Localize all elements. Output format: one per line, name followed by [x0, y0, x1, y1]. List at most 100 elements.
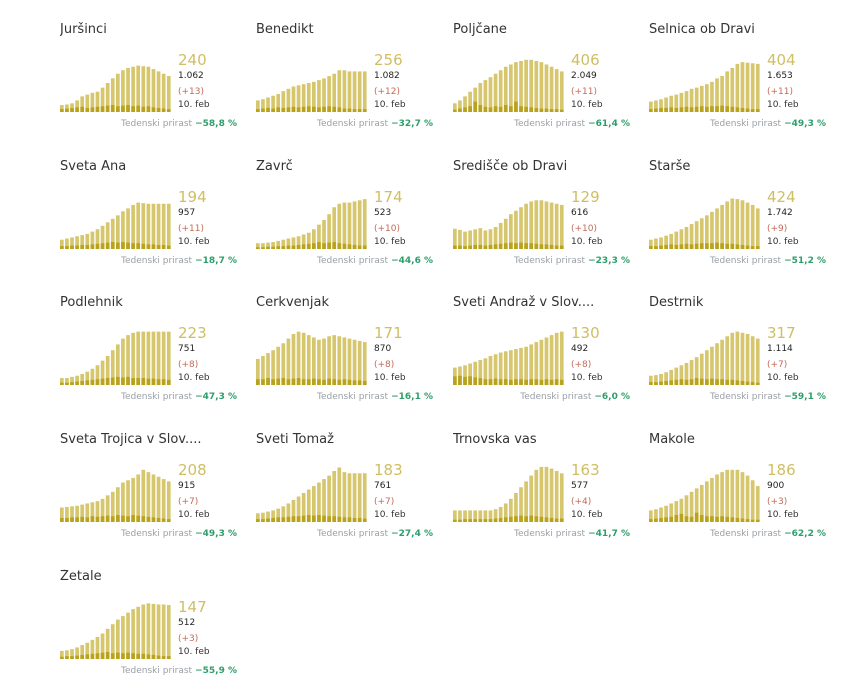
- bar-new: [131, 106, 135, 112]
- bar-active: [750, 204, 755, 249]
- bar-active: [301, 332, 306, 385]
- bar-new: [110, 242, 115, 249]
- bar-active: [301, 234, 306, 249]
- bar-active: [136, 606, 141, 659]
- municipality-name: Destrnik: [649, 295, 704, 310]
- bar-active: [745, 202, 750, 249]
- bar-active: [493, 73, 498, 112]
- bar-new: [705, 106, 709, 112]
- bar-new: [549, 244, 554, 249]
- bar-active: [679, 365, 684, 385]
- municipality-card: Starše 424 1.742 (+9) 10. feb Tedenski priras…: [649, 159, 839, 284]
- municipality-name: Žetale: [60, 569, 102, 584]
- bar-new: [514, 379, 518, 385]
- bar-new: [463, 107, 467, 112]
- bar-new: [90, 516, 95, 522]
- bar-new: [664, 107, 668, 112]
- bar-new: [256, 379, 260, 385]
- bar-new: [694, 243, 699, 249]
- bar-active: [261, 512, 265, 522]
- bar-new: [483, 379, 488, 385]
- bar-new: [306, 515, 311, 522]
- bar-new: [75, 381, 79, 385]
- bar-new: [156, 517, 161, 522]
- bar-active: [141, 66, 146, 112]
- bar-active: [715, 208, 719, 249]
- bar-new: [493, 244, 498, 249]
- bar-new: [468, 376, 472, 385]
- bar-active: [110, 624, 115, 659]
- bar-new: [146, 654, 151, 659]
- bar-new: [534, 243, 539, 249]
- bar-active: [463, 510, 467, 522]
- bar-new: [166, 379, 171, 385]
- bar-new: [483, 245, 488, 249]
- bar-new: [65, 108, 69, 112]
- bar-new: [720, 243, 724, 249]
- bar-active: [549, 66, 554, 112]
- bar-active: [715, 78, 719, 112]
- bar-active: [750, 336, 755, 385]
- bar-active: [156, 476, 161, 522]
- bar-active: [95, 501, 100, 522]
- bar-new: [679, 513, 684, 522]
- bar-new: [70, 382, 74, 385]
- bar-active: [539, 200, 544, 249]
- bar-new: [493, 518, 498, 522]
- bar-new: [689, 516, 694, 522]
- weekly-growth-value: −62,2 %: [784, 529, 826, 539]
- bar-new: [156, 379, 161, 385]
- date-label: 10. feb: [571, 237, 603, 247]
- weekly-growth-label: Tedenski prirast: [710, 256, 782, 266]
- municipality-name: Makole: [649, 432, 695, 447]
- bar-new: [291, 245, 296, 249]
- bar-new: [699, 243, 704, 249]
- bar-new: [735, 244, 740, 249]
- daily-delta: (+4): [571, 497, 592, 507]
- bar-active: [659, 373, 663, 385]
- municipality-name: Podlehnik: [60, 295, 123, 310]
- bar-chart: [256, 199, 367, 249]
- bar-new: [281, 107, 286, 112]
- bar-active: [684, 226, 689, 249]
- weekly-growth-label: Tedenski prirast: [317, 256, 389, 266]
- bar-active: [715, 343, 719, 385]
- bar-new: [136, 378, 141, 385]
- bar-active: [689, 88, 694, 112]
- bar-new: [689, 379, 694, 385]
- bar-active: [291, 237, 296, 249]
- bar-active: [357, 340, 362, 385]
- total-cases: 616: [571, 208, 589, 218]
- bar-new: [75, 655, 79, 659]
- bar-new: [276, 107, 281, 112]
- bar-active: [126, 208, 130, 249]
- bar-new: [141, 106, 146, 112]
- bar-new: [131, 653, 135, 659]
- bar-new: [649, 246, 653, 249]
- bar-new: [90, 244, 95, 249]
- bar-new: [649, 382, 653, 385]
- bar-active: [276, 346, 281, 385]
- bar-active: [524, 346, 528, 385]
- bar-new: [478, 105, 483, 112]
- bar-new: [524, 379, 528, 385]
- bar-active: [100, 633, 105, 659]
- bar-new: [110, 516, 115, 522]
- bar-active: [70, 103, 74, 112]
- bar-active: [156, 203, 161, 249]
- total-cases: 523: [374, 208, 392, 218]
- bar-new: [161, 244, 166, 249]
- bar-active: [75, 236, 79, 249]
- bar-active: [488, 229, 493, 249]
- bar-active: [694, 357, 699, 385]
- bar-active: [669, 233, 674, 249]
- bar-active: [654, 100, 658, 112]
- bar-new: [519, 242, 523, 249]
- bar-active: [483, 358, 488, 385]
- bar-new: [266, 107, 270, 112]
- bar-new: [750, 382, 755, 385]
- bar-new: [327, 516, 331, 522]
- bar-active: [473, 229, 478, 249]
- daily-delta: (+3): [767, 497, 788, 507]
- bar-new: [90, 653, 95, 659]
